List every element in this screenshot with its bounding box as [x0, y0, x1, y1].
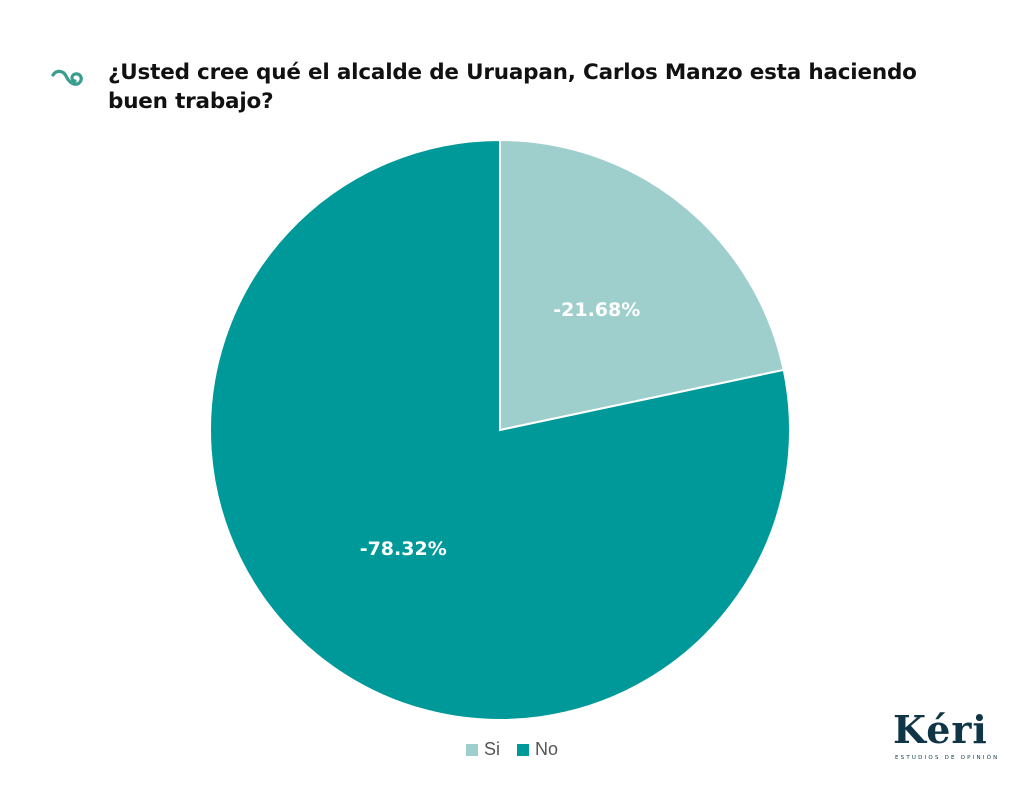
logo-wordmark: Kéri	[893, 707, 988, 752]
legend-label-si: Si	[483, 739, 500, 759]
legend-label-no: No	[535, 739, 559, 759]
keri-logo: Kéri ESTUDIOS DE OPINIÓN	[893, 708, 1003, 768]
legend-swatch-no	[517, 743, 529, 756]
chart-legend: Si No	[0, 739, 1024, 761]
chart-title: ¿Usted cree qué el alcalde de Uruapan, C…	[108, 60, 917, 114]
pie-slice-no	[209, 138, 791, 721]
legend-item-no: No	[517, 739, 558, 760]
pie-label-si: -21.68%	[553, 299, 640, 321]
logo-subtitle: ESTUDIOS DE OPINIÓN	[895, 755, 1000, 761]
pie-label-no: -78.32%	[360, 538, 447, 560]
legend-item-si: Si	[465, 739, 500, 760]
pie-labels: -21.68% -78.32%	[360, 299, 641, 560]
swirl-icon	[50, 68, 84, 94]
pie-slices	[209, 138, 791, 721]
legend-swatch-si	[465, 743, 478, 756]
pie-slice-si	[499, 138, 785, 432]
